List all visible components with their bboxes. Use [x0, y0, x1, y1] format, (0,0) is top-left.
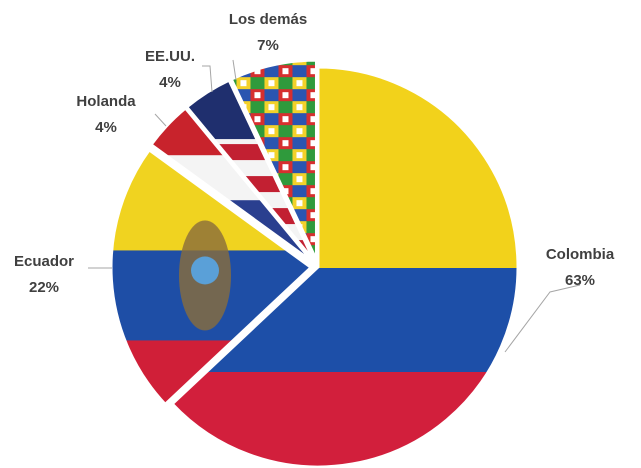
- value-label: 63%: [565, 272, 595, 289]
- pie-slice: [148, 105, 315, 264]
- leader-line: [202, 65, 213, 93]
- pie-slice: [170, 65, 520, 468]
- value-label: 22%: [29, 279, 59, 296]
- category-label: EE.UU.: [145, 48, 195, 65]
- pie-slice: [229, 58, 318, 261]
- pie-slice: [184, 78, 316, 263]
- value-label: 4%: [95, 119, 117, 136]
- pie: [109, 58, 520, 468]
- category-label: Los demás: [229, 11, 307, 28]
- category-label: Ecuador: [14, 253, 74, 270]
- labels: Colombia 63% Ecuador 22% Holanda 4% EE.UU. 4% Lo…: [14, 11, 615, 353]
- leader-line: [154, 113, 167, 127]
- leader-line: [232, 59, 237, 81]
- leader-line: [504, 284, 581, 353]
- category-label: Colombia: [546, 246, 615, 263]
- pie-slice: [109, 147, 314, 407]
- category-label: Holanda: [76, 93, 136, 110]
- value-label: 4%: [159, 74, 181, 91]
- value-label: 7%: [257, 37, 279, 54]
